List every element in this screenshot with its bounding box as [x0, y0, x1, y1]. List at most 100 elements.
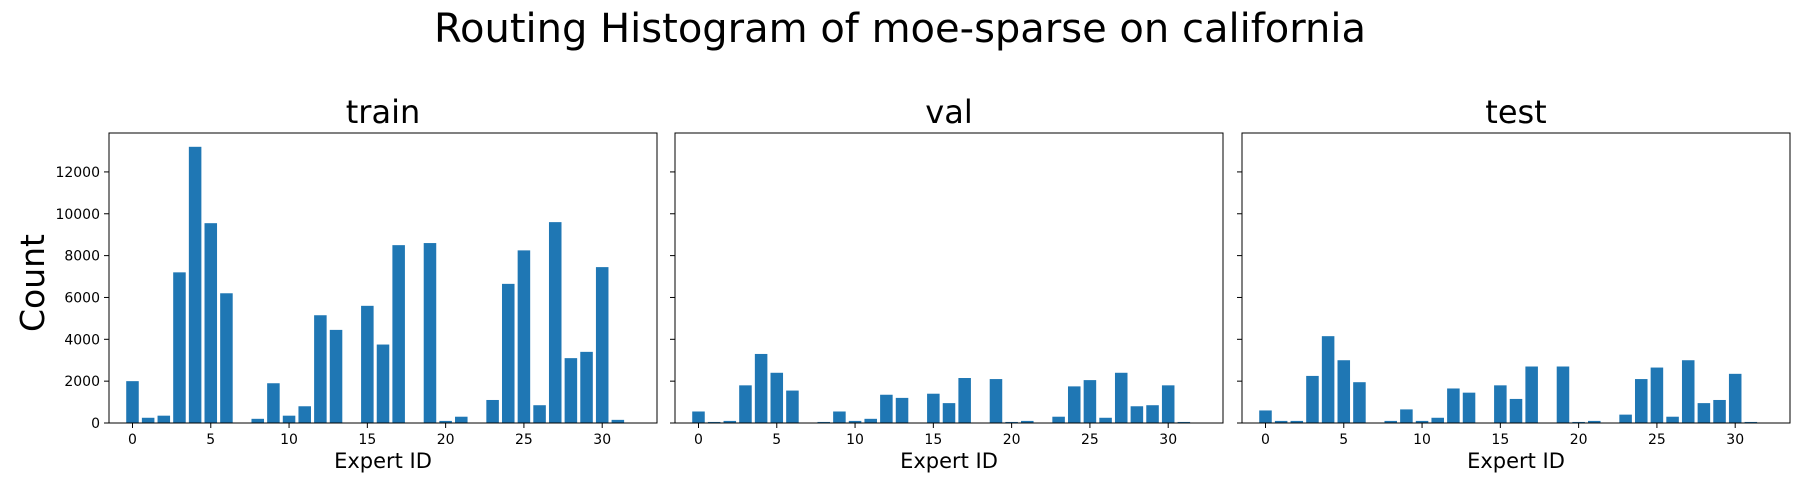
- bar-expert-12: [314, 315, 327, 423]
- x-tick-label: 10: [846, 432, 864, 448]
- bar-expert-13: [1462, 392, 1476, 423]
- x-tick-label: 20: [1570, 432, 1588, 448]
- bar-expert-23: [1619, 414, 1632, 423]
- bar-expert-24: [1634, 379, 1648, 423]
- bar-expert-16: [376, 344, 390, 423]
- y-tick-label: 2000: [64, 374, 100, 390]
- bar-expert-23: [486, 399, 499, 423]
- bar-expert-3: [1306, 375, 1319, 423]
- y-tick-label: 0: [91, 416, 100, 432]
- bar-expert-19: [1556, 366, 1570, 423]
- bar-expert-15: [1494, 385, 1507, 423]
- x-tick-label: 25: [1648, 432, 1666, 448]
- x-tick-label: 25: [515, 432, 533, 448]
- bar-expert-16: [1509, 398, 1523, 423]
- bar-expert-30: [1728, 373, 1742, 423]
- x-axis-label: Expert ID: [1467, 449, 1565, 473]
- bar-expert-4: [188, 146, 202, 423]
- x-tick-label: 0: [1261, 432, 1270, 448]
- x-tick-label: 5: [206, 432, 215, 448]
- figure-title: Routing Histogram of moe-sparse on calif…: [434, 6, 1366, 52]
- bar-expert-2: [1290, 420, 1304, 423]
- bar-expert-16: [942, 403, 956, 423]
- bar-expert-6: [786, 390, 799, 423]
- bar-expert-6: [220, 293, 233, 423]
- panel-val: val 0 5 10 15 20 25 30 Expert ID: [670, 93, 1224, 473]
- bar-expert-24: [1067, 386, 1081, 423]
- bar-expert-26: [1666, 416, 1679, 423]
- x-tick-label: 25: [1081, 432, 1099, 448]
- bar-expert-30: [1161, 385, 1175, 423]
- bar-expert-25: [517, 250, 531, 423]
- bar-expert-4: [1321, 336, 1335, 423]
- bar-expert-21: [455, 416, 468, 423]
- bar-expert-6: [1353, 382, 1366, 423]
- panel-test: test 0 5 10 15 20 25 30 Expert ID: [1237, 93, 1791, 473]
- bar-expert-17: [1525, 366, 1538, 423]
- bar-expert-28: [1130, 406, 1144, 423]
- bar-expert-20: [1572, 421, 1585, 423]
- bar-expert-17: [392, 245, 405, 423]
- bar-expert-2: [157, 415, 171, 423]
- bar-expert-9: [1400, 409, 1413, 423]
- bar-expert-15: [361, 305, 374, 423]
- axes-frame: [1241, 132, 1791, 424]
- bar-expert-11: [298, 406, 311, 423]
- bar-expert-31: [1744, 421, 1758, 423]
- bar-expert-8: [1384, 420, 1398, 423]
- bar-expert-10: [1415, 420, 1429, 423]
- bar-expert-20: [439, 420, 452, 423]
- x-tick-label: 30: [1159, 432, 1177, 448]
- bar-expert-28: [564, 358, 578, 423]
- x-tick-label: 15: [924, 432, 942, 448]
- axes-frame: [674, 132, 1224, 424]
- bar-expert-26: [1099, 417, 1112, 423]
- x-tick-label: 10: [1413, 432, 1431, 448]
- x-tick-label: 5: [1339, 432, 1348, 448]
- y-tick-label: 12000: [55, 165, 100, 181]
- bar-expert-12: [1447, 388, 1460, 423]
- bar-expert-0: [1259, 410, 1272, 423]
- x-tick-label: 10: [280, 432, 298, 448]
- bar-expert-31: [1177, 421, 1191, 423]
- bar-expert-27: [1681, 360, 1695, 423]
- bar-expert-13: [329, 329, 343, 423]
- x-tick-label: 0: [694, 432, 703, 448]
- bar-expert-9: [833, 411, 846, 423]
- bar-expert-25: [1083, 380, 1097, 423]
- bar-expert-20: [1005, 421, 1018, 423]
- y-tick-label: 6000: [64, 290, 100, 306]
- bar-expert-1: [707, 421, 721, 423]
- bar-expert-10: [848, 420, 862, 423]
- x-tick-label: 30: [593, 432, 611, 448]
- bar-expert-13: [895, 397, 909, 423]
- bar-expert-29: [1146, 405, 1159, 423]
- bar-expert-5: [1337, 360, 1351, 423]
- bar-expert-9: [267, 383, 280, 423]
- bar-expert-8: [817, 421, 831, 423]
- bar-expert-11: [1431, 417, 1444, 423]
- bar-expert-3: [739, 385, 752, 423]
- bar-expert-8: [251, 418, 265, 423]
- bar-expert-2: [723, 420, 737, 423]
- bar-expert-25: [1650, 367, 1664, 423]
- bar-expert-29: [580, 351, 593, 423]
- bar-expert-21: [1588, 420, 1601, 423]
- x-tick-label: 20: [437, 432, 455, 448]
- bar-expert-28: [1697, 403, 1711, 423]
- bar-expert-31: [611, 419, 625, 423]
- bar-expert-23: [1052, 416, 1065, 423]
- x-tick-label: 5: [772, 432, 781, 448]
- bar-expert-0: [692, 411, 705, 423]
- panel-title: test: [1485, 93, 1546, 131]
- bar-expert-27: [1114, 372, 1128, 423]
- bar-expert-5: [770, 372, 784, 423]
- bar-expert-27: [548, 222, 562, 423]
- bar-expert-17: [958, 378, 971, 423]
- x-tick-label: 0: [128, 432, 137, 448]
- y-tick-label: 4000: [64, 332, 100, 348]
- x-tick-label: 15: [358, 432, 376, 448]
- bar-expert-0: [126, 381, 139, 423]
- x-tick-label: 30: [1726, 432, 1744, 448]
